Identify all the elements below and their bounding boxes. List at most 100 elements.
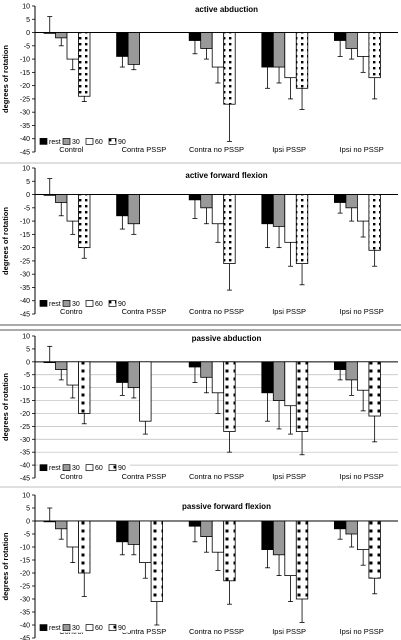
y-tick-label: -45 <box>20 636 30 640</box>
y-tick-label: -5 <box>24 205 30 212</box>
chart-title: passive forward flexion <box>182 502 271 511</box>
bar <box>356 32 370 57</box>
y-axis-label: degrees of rotation <box>1 207 10 275</box>
y-tick-label: -40 <box>20 136 30 143</box>
y-tick-label: -30 <box>20 110 30 117</box>
chart-title: passive abduction <box>192 334 262 343</box>
legend-swatch <box>85 624 94 631</box>
bar <box>223 520 236 582</box>
legend-swatch <box>39 138 48 145</box>
bar <box>116 32 129 57</box>
bar <box>55 520 68 530</box>
category-label: Contro <box>60 307 83 316</box>
y-tick-label: -40 <box>20 463 30 470</box>
bar <box>223 32 236 105</box>
y-tick-label: -35 <box>20 285 30 292</box>
category-label: Ipsi no PSSP <box>340 145 384 154</box>
legend-label: 30 <box>72 465 80 472</box>
y-tick-label: 5 <box>26 179 30 186</box>
category-label: Contra no PSSP <box>189 627 244 636</box>
y-axis-label: degrees of rotation <box>1 532 10 600</box>
y-tick-label: 0 <box>26 519 30 526</box>
bar <box>295 520 309 600</box>
legend-swatch <box>85 138 94 145</box>
legend-swatch <box>62 624 71 631</box>
bar <box>188 32 202 41</box>
bar <box>356 520 370 551</box>
bar <box>127 520 141 545</box>
bar <box>284 194 297 243</box>
y-tick-label: 10 <box>22 166 30 173</box>
bar <box>127 361 141 389</box>
y-tick-label: -30 <box>20 597 30 604</box>
category-label: Ipsi no PSSP <box>340 627 384 636</box>
y-tick-label: 0 <box>26 359 30 366</box>
bar <box>127 194 141 225</box>
bar <box>66 520 79 548</box>
bar <box>272 194 286 227</box>
bar <box>261 194 274 225</box>
y-tick-label: -30 <box>20 272 30 279</box>
bar <box>272 520 286 556</box>
y-tick-label: 5 <box>26 17 30 24</box>
bar <box>284 32 297 79</box>
category-label: Contra PSSP <box>122 145 167 154</box>
legend-label: 30 <box>72 301 80 308</box>
y-tick-label: 0 <box>26 192 30 199</box>
bar <box>345 520 358 535</box>
y-tick-label: -5 <box>24 532 30 539</box>
category-label: Ipsi no PSSP <box>340 307 384 316</box>
category-label: Ipsi PSSP <box>272 472 306 481</box>
bar <box>261 520 274 551</box>
y-tick-label: -20 <box>20 411 30 418</box>
category-label: Ipsi no PSSP <box>340 472 384 481</box>
y-tick-label: 5 <box>26 346 30 353</box>
bar <box>55 361 68 370</box>
bar <box>116 361 129 383</box>
legend-label: 90 <box>118 139 126 146</box>
y-axis-label: degrees of rotation <box>1 373 10 441</box>
y-tick-label: -35 <box>20 610 30 617</box>
y-tick-label: -5 <box>24 43 30 50</box>
chart-title: active forward flexion <box>185 171 267 180</box>
bar <box>78 32 91 97</box>
bar <box>116 194 129 217</box>
category-label: Contra PSSP <box>122 472 167 481</box>
category-label: Ipsi PSSP <box>272 307 306 316</box>
bar <box>211 520 225 553</box>
bar <box>66 361 79 386</box>
y-tick-label: -10 <box>20 219 30 226</box>
bar <box>333 520 347 530</box>
y-tick-label: -45 <box>20 312 30 319</box>
bar <box>223 194 236 264</box>
bar <box>211 194 225 225</box>
y-tick-label: 0 <box>26 30 30 37</box>
bar <box>295 32 309 89</box>
bar <box>150 520 164 602</box>
legend <box>38 462 130 473</box>
category-label: Ipsi PSSP <box>272 627 306 636</box>
bar <box>211 361 225 394</box>
bar <box>66 194 79 222</box>
bar <box>43 194 56 196</box>
bar <box>272 32 286 68</box>
legend-label: rest <box>49 465 61 472</box>
bar <box>295 361 309 432</box>
legend-swatch <box>62 138 71 145</box>
legend-label: rest <box>49 301 61 308</box>
legend-swatch <box>108 624 117 631</box>
legend-swatch <box>62 464 71 472</box>
bar <box>55 32 68 39</box>
legend-swatch <box>39 464 48 472</box>
legend-label: 90 <box>118 301 126 308</box>
bar <box>368 361 381 417</box>
bar <box>43 32 56 34</box>
y-tick-label: -15 <box>20 232 30 239</box>
y-tick-label: -40 <box>20 298 30 305</box>
legend-swatch <box>39 624 48 631</box>
bar <box>295 194 309 264</box>
bar <box>200 361 213 378</box>
bar <box>345 32 358 49</box>
bar <box>356 361 370 391</box>
bar <box>333 194 347 203</box>
